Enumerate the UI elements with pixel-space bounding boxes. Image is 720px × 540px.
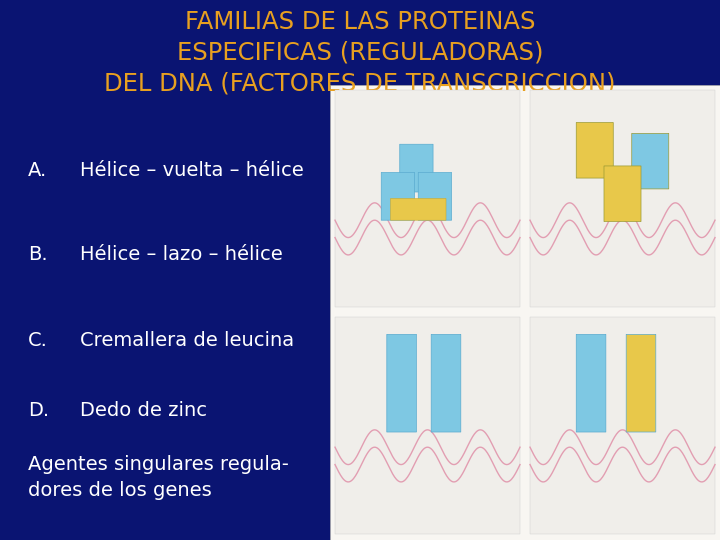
FancyBboxPatch shape — [631, 133, 669, 189]
FancyBboxPatch shape — [576, 123, 613, 178]
FancyBboxPatch shape — [604, 166, 641, 221]
FancyBboxPatch shape — [530, 90, 715, 307]
Text: Hélice – lazo – hélice: Hélice – lazo – hélice — [80, 246, 283, 265]
Text: D.: D. — [28, 401, 49, 420]
Text: Cremallera de leucina: Cremallera de leucina — [80, 330, 294, 349]
FancyBboxPatch shape — [390, 199, 446, 220]
Text: Hélice – vuelta – hélice: Hélice – vuelta – hélice — [80, 160, 304, 179]
FancyBboxPatch shape — [387, 334, 416, 432]
Text: B.: B. — [28, 246, 48, 265]
Text: Agentes singulares regula-
dores de los genes: Agentes singulares regula- dores de los … — [28, 455, 289, 501]
FancyBboxPatch shape — [335, 90, 520, 307]
Text: Dedo de zinc: Dedo de zinc — [80, 401, 207, 420]
FancyBboxPatch shape — [400, 144, 433, 192]
FancyBboxPatch shape — [626, 334, 656, 432]
FancyBboxPatch shape — [418, 172, 451, 220]
FancyBboxPatch shape — [530, 317, 715, 534]
FancyBboxPatch shape — [382, 172, 415, 220]
FancyBboxPatch shape — [576, 334, 606, 432]
FancyBboxPatch shape — [335, 317, 520, 534]
FancyBboxPatch shape — [431, 334, 461, 432]
Text: FAMILIAS DE LAS PROTEINAS
ESPECIFICAS (REGULADORAS)
DEL DNA (FACTORES DE TRANSCR: FAMILIAS DE LAS PROTEINAS ESPECIFICAS (R… — [104, 10, 616, 95]
Text: A.: A. — [28, 160, 48, 179]
FancyBboxPatch shape — [330, 85, 720, 540]
Text: C.: C. — [28, 330, 48, 349]
